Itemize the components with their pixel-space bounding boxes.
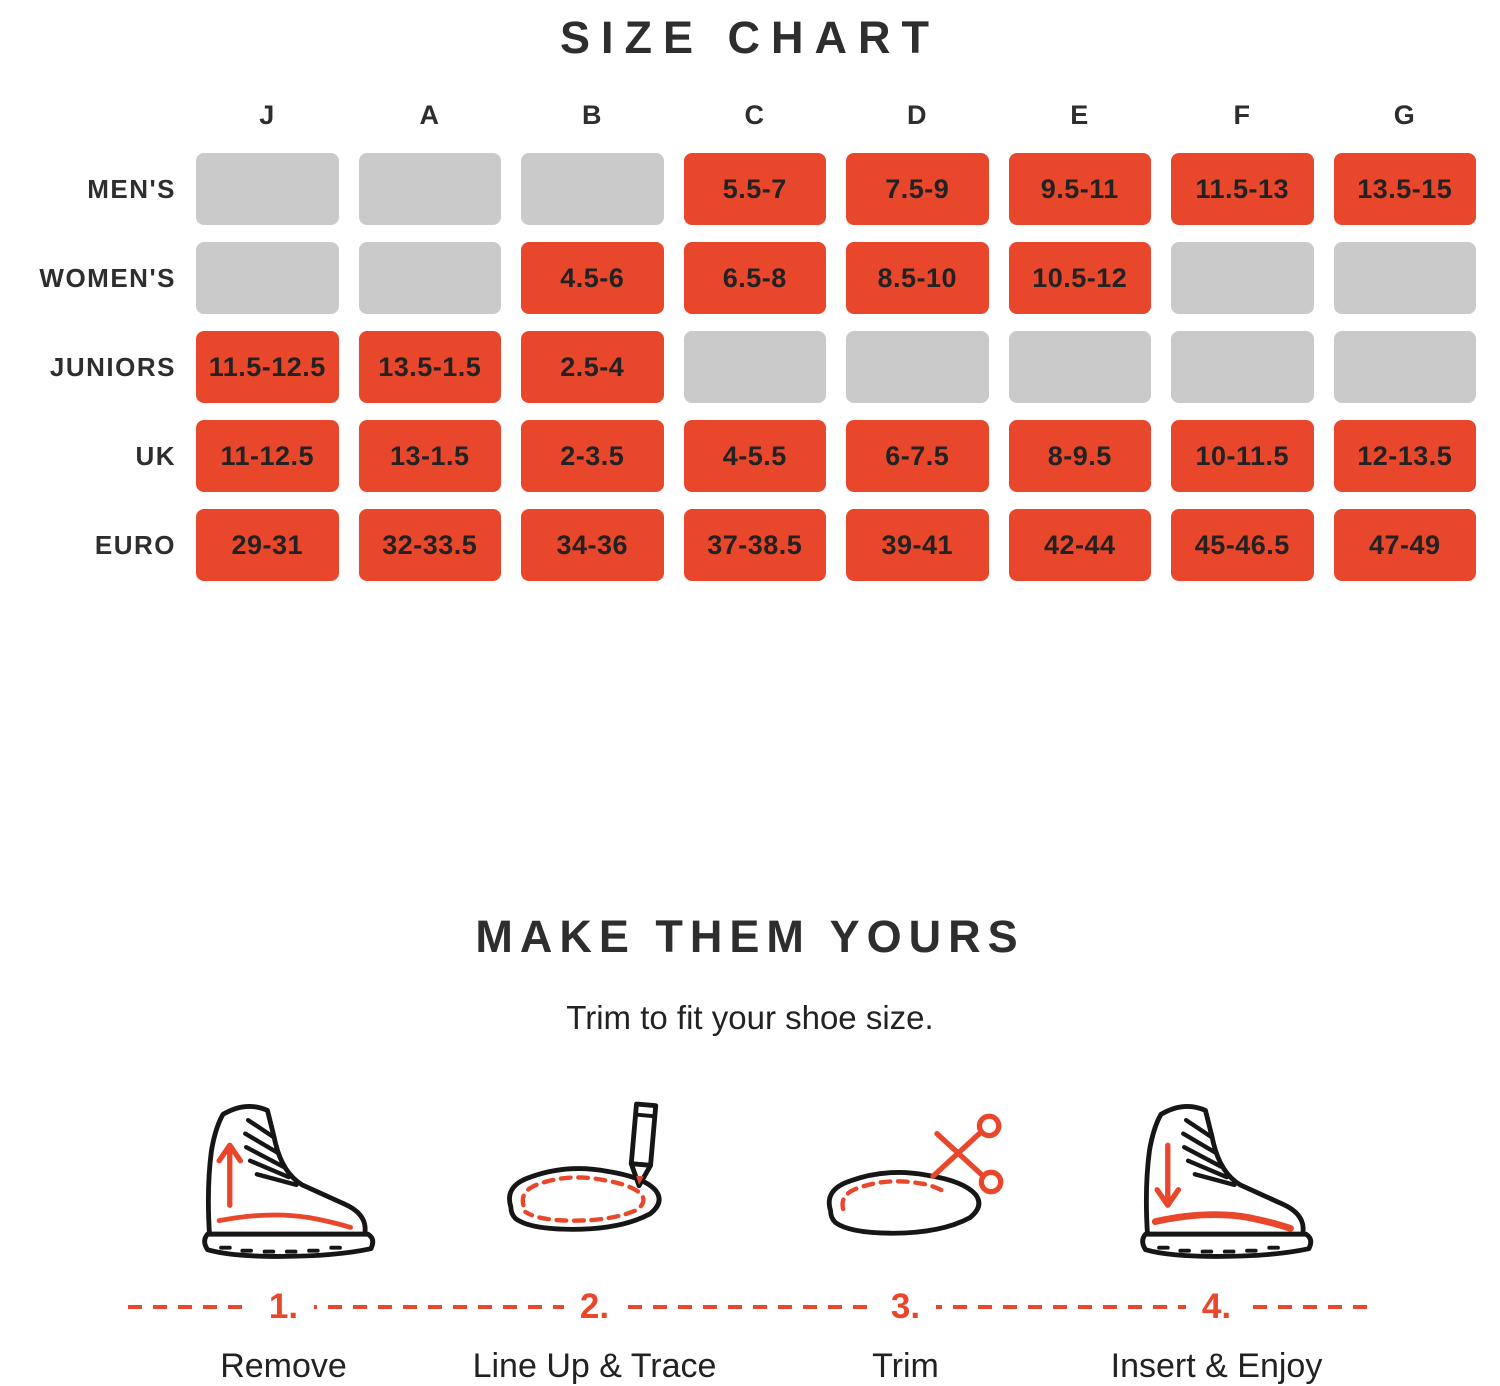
step-label-insert: Insert & Enjoy xyxy=(1110,1347,1323,1385)
corner-spacer xyxy=(24,100,176,131)
size-cell: 37-38.5 xyxy=(683,509,826,581)
size-cell: 13.5-15 xyxy=(1333,153,1476,225)
size-cell: 2.5-4 xyxy=(521,331,664,403)
step-number-1: 1. xyxy=(252,1285,315,1329)
column-header-c: C xyxy=(744,100,765,130)
size-chart-table: J A B C D E F G MEN'S 5.5-7 7.5-9 9.5-11… xyxy=(24,100,1476,581)
size-cell xyxy=(683,331,826,403)
insole-trace-icon xyxy=(438,1095,751,1269)
size-cell: 12-13.5 xyxy=(1333,420,1476,492)
size-cell xyxy=(358,153,501,225)
column-header-j: J xyxy=(259,100,276,130)
size-cell xyxy=(1171,242,1314,314)
size-chart-title: SIZE CHART xyxy=(560,12,940,63)
size-cell xyxy=(1333,331,1476,403)
size-cell: 32-33.5 xyxy=(358,509,501,581)
size-cell: 7.5-9 xyxy=(846,153,989,225)
size-cell: 9.5-11 xyxy=(1008,153,1151,225)
row-label: UK xyxy=(135,440,176,471)
step-labels: Remove Line Up & Trace Trim Insert & Enj… xyxy=(128,1347,1372,1386)
size-cell: 10-11.5 xyxy=(1171,420,1314,492)
size-cell: 11.5-13 xyxy=(1171,153,1314,225)
dashed-line xyxy=(128,1305,1372,1309)
boot-insert-icon xyxy=(1063,1095,1376,1269)
step-number-4: 4. xyxy=(1185,1285,1248,1329)
size-cell xyxy=(1008,331,1151,403)
size-cell xyxy=(521,153,664,225)
size-cell: 34-36 xyxy=(521,509,664,581)
step-label-remove: Remove xyxy=(220,1347,347,1385)
column-header-f: F xyxy=(1233,100,1251,130)
size-cell: 42-44 xyxy=(1008,509,1151,581)
size-cell xyxy=(196,153,339,225)
size-cell: 2-3.5 xyxy=(521,420,664,492)
size-cell: 8.5-10 xyxy=(846,242,989,314)
size-cell: 10.5-12 xyxy=(1008,242,1151,314)
instructions-section: MAKE THEM YOURS Trim to fit your shoe si… xyxy=(0,911,1500,1386)
size-cell: 11.5-12.5 xyxy=(196,331,339,403)
size-cell xyxy=(358,242,501,314)
column-header-d: D xyxy=(907,100,928,130)
table-row-uk: UK 11-12.5 13-1.5 2-3.5 4-5.5 6-7.5 8-9.… xyxy=(24,420,1476,492)
size-cell: 13-1.5 xyxy=(358,420,501,492)
step-number-2: 2. xyxy=(563,1285,626,1329)
size-cell: 4.5-6 xyxy=(521,242,664,314)
step-label-trim: Trim xyxy=(872,1347,939,1385)
size-cell: 8-9.5 xyxy=(1008,420,1151,492)
table-row-womens: WOMEN'S 4.5-6 6.5-8 8.5-10 10.5-12 xyxy=(24,242,1476,314)
column-header-a: A xyxy=(419,100,440,130)
size-cell: 13.5-1.5 xyxy=(358,331,501,403)
column-header-row: J A B C D E F G xyxy=(24,100,1476,131)
table-row-juniors: JUNIORS 11.5-12.5 13.5-1.5 2.5-4 xyxy=(24,331,1476,403)
size-cell: 45-46.5 xyxy=(1171,509,1314,581)
steps-divider: 1. 2. 3. 4. xyxy=(128,1285,1372,1329)
size-cell: 6.5-8 xyxy=(683,242,826,314)
step-number-3: 3. xyxy=(874,1285,937,1329)
row-label: MEN'S xyxy=(87,173,176,204)
size-cell xyxy=(196,242,339,314)
column-header-g: G xyxy=(1393,100,1416,130)
insole-trim-icon xyxy=(750,1095,1063,1269)
instructions-title: MAKE THEM YOURS xyxy=(475,911,1025,962)
column-header-b: B xyxy=(582,100,603,130)
instructions-subtitle: Trim to fit your shoe size. xyxy=(566,999,934,1036)
size-cell: 6-7.5 xyxy=(846,420,989,492)
size-cell: 39-41 xyxy=(846,509,989,581)
size-cell: 29-31 xyxy=(196,509,339,581)
size-cell: 47-49 xyxy=(1333,509,1476,581)
table-row-euro: EURO 29-31 32-33.5 34-36 37-38.5 39-41 4… xyxy=(24,509,1476,581)
step-numbers: 1. 2. 3. 4. xyxy=(128,1285,1372,1329)
row-label: JUNIORS xyxy=(49,351,176,382)
steps-illustrations xyxy=(125,1091,1375,1269)
step-label-trace: Line Up & Trace xyxy=(472,1347,717,1385)
size-cell xyxy=(1333,242,1476,314)
size-cell: 11-12.5 xyxy=(196,420,339,492)
row-label: WOMEN'S xyxy=(39,262,176,293)
size-cell: 5.5-7 xyxy=(683,153,826,225)
size-cell xyxy=(1171,331,1314,403)
size-cell: 4-5.5 xyxy=(683,420,826,492)
boot-remove-icon xyxy=(125,1095,438,1269)
table-row-mens: MEN'S 5.5-7 7.5-9 9.5-11 11.5-13 13.5-15 xyxy=(24,153,1476,225)
size-cell xyxy=(846,331,989,403)
row-label: EURO xyxy=(94,529,176,560)
column-header-e: E xyxy=(1070,100,1090,130)
